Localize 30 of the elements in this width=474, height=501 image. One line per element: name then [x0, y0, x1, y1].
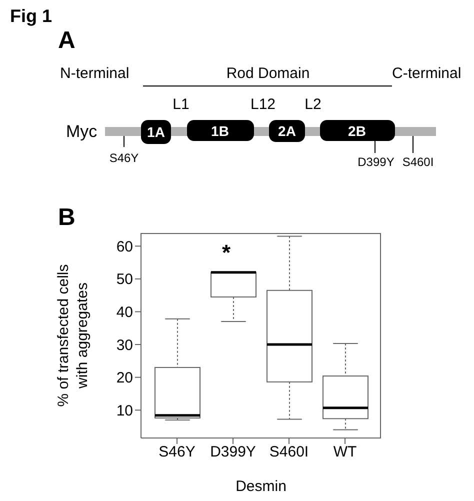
y-tick-label: 10 — [116, 402, 133, 420]
text: L1 — [172, 96, 190, 113]
text: 1B — [211, 123, 229, 139]
y-tick-label: 40 — [116, 304, 133, 322]
y-axis-title: % of transfected cells with aggregates — [55, 264, 91, 407]
text: Rod Domain — [226, 65, 310, 82]
text: 2B — [348, 123, 366, 139]
x-tick-label: S46Y — [158, 444, 196, 461]
text: 1A — [147, 124, 165, 140]
text: L12 — [250, 96, 276, 113]
x-tick-label: S460I — [269, 444, 309, 461]
text: S46Y — [109, 151, 139, 165]
caption: Fig 1 — [10, 6, 52, 26]
text: S460I — [402, 155, 434, 169]
y-tick-label: 50 — [116, 271, 133, 288]
y-tick-label: 60 — [116, 238, 133, 256]
text: L2 — [304, 96, 322, 113]
x-axis-title: Desmin — [236, 478, 286, 495]
text: A — [58, 27, 76, 54]
x-tick-label: D399Y — [210, 444, 256, 461]
y-tick-label: 30 — [116, 336, 133, 354]
text: N-terminal — [60, 65, 130, 82]
y-tick-label: 20 — [116, 370, 133, 387]
chart-title: B — [58, 204, 76, 231]
text: C-terminal — [392, 65, 462, 82]
x-tick-label: WT — [333, 444, 357, 461]
text: 2A — [278, 123, 296, 139]
text: D399Y — [358, 155, 394, 169]
text: Myc — [66, 122, 98, 141]
annotation: * — [222, 240, 231, 265]
